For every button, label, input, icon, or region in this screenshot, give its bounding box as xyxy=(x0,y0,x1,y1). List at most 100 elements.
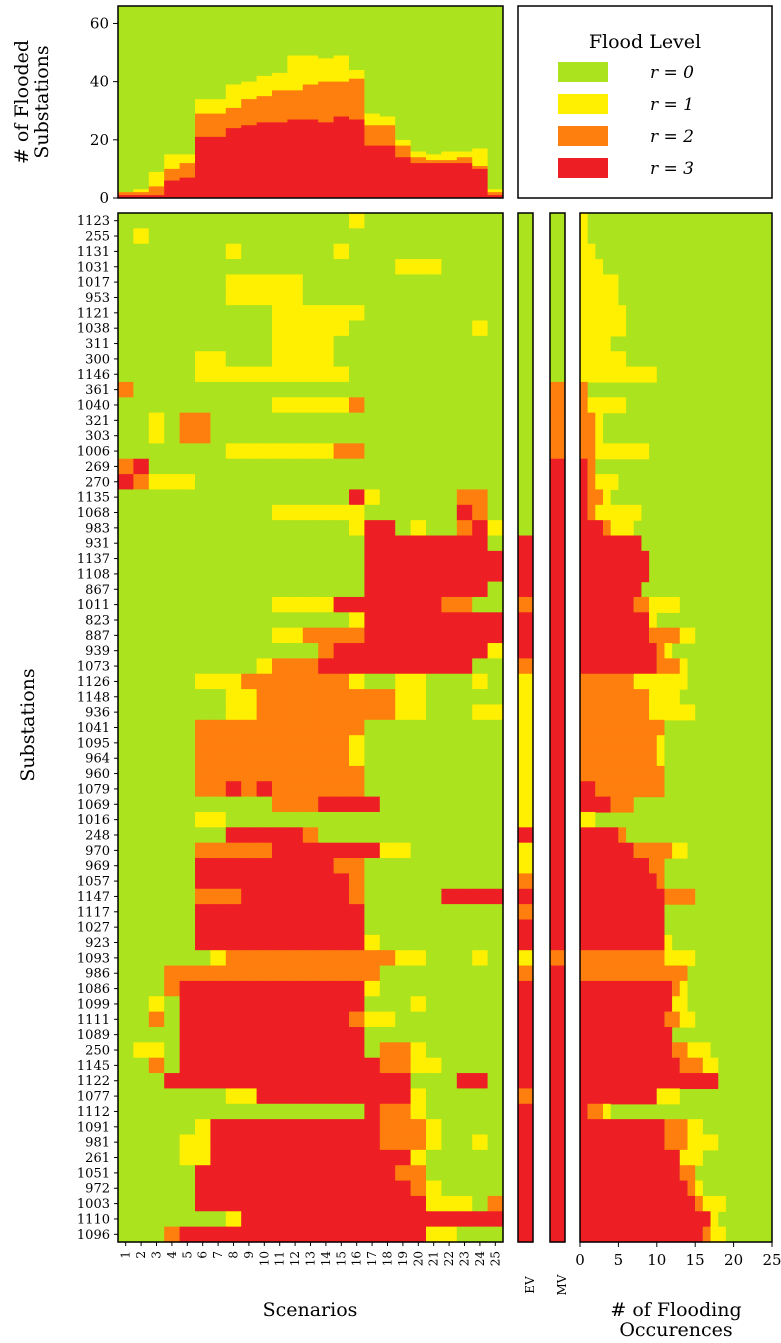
mv-cell xyxy=(550,381,565,398)
heatmap-cell xyxy=(349,458,365,475)
heatmap-cell xyxy=(179,504,196,521)
heatmap-cell xyxy=(426,980,442,997)
heatmap-cell xyxy=(287,1211,304,1228)
legend-swatch-r1 xyxy=(558,94,608,114)
heatmap-cell xyxy=(426,1165,442,1182)
heatmap-cell xyxy=(179,950,196,967)
heatmap-cell xyxy=(148,289,165,306)
heatmap-cell xyxy=(364,489,381,506)
heatmap-cell xyxy=(287,1195,304,1212)
heatmap-cell xyxy=(379,289,396,306)
heatmap-cell xyxy=(272,1195,288,1212)
heatmap-cell xyxy=(487,950,504,967)
heatmap-cell xyxy=(179,535,196,552)
heatmap-cell xyxy=(287,612,304,629)
heatmap-cell xyxy=(118,596,134,613)
heatmap-cell xyxy=(410,243,427,260)
heatmap-cell xyxy=(148,765,165,782)
heatmap-cell xyxy=(164,443,181,460)
heatmap-cell xyxy=(318,658,335,675)
mv-cell xyxy=(550,643,565,659)
heatmap-cell xyxy=(133,689,150,706)
heatmap-cell xyxy=(379,1119,396,1136)
heatmap-cell xyxy=(379,827,396,844)
col-label: 16 xyxy=(350,1251,364,1266)
side-bar-level-2 xyxy=(618,827,627,844)
heatmap-cell xyxy=(241,228,258,245)
heatmap-cell xyxy=(302,581,319,598)
heatmap-cell xyxy=(133,796,150,813)
mv-cell xyxy=(550,781,565,798)
heatmap-cell xyxy=(148,781,165,798)
heatmap-cell xyxy=(210,980,227,997)
heatmap-cell xyxy=(164,228,181,245)
heatmap-cell xyxy=(272,627,288,644)
heatmap-cell xyxy=(395,550,412,567)
heatmap-grid: 1123255113110311017953112110383113001146… xyxy=(77,213,504,1266)
heatmap-cell xyxy=(302,1226,319,1243)
heatmap-cell xyxy=(441,1165,458,1182)
heatmap-cell xyxy=(272,1073,288,1090)
heatmap-cell xyxy=(487,750,504,767)
heatmap-cell xyxy=(456,1180,473,1197)
heatmap-cell xyxy=(164,213,181,229)
heatmap-cell xyxy=(256,535,273,552)
heatmap-cell xyxy=(302,397,319,414)
col-label: 1 xyxy=(119,1251,133,1259)
heatmap-cell xyxy=(302,811,319,828)
heatmap-cell xyxy=(272,1011,288,1028)
heatmap-cell xyxy=(195,320,211,337)
heatmap-cell xyxy=(256,1180,273,1197)
heatmap-cell xyxy=(364,535,381,552)
heatmap-cell xyxy=(441,735,458,752)
heatmap-cell xyxy=(272,658,288,675)
heatmap-cell xyxy=(210,474,227,491)
ev-cell xyxy=(518,888,533,905)
heatmap-cell xyxy=(225,858,242,874)
heatmap-cell xyxy=(272,796,288,813)
heatmap-cell xyxy=(456,980,473,997)
heatmap-cell xyxy=(379,1073,396,1090)
heatmap-cell xyxy=(272,351,288,368)
heatmap-cell xyxy=(318,1149,335,1166)
row-label: 1077 xyxy=(77,1090,110,1105)
heatmap-cell xyxy=(287,1226,304,1243)
heatmap-cell xyxy=(164,827,181,844)
heatmap-cell xyxy=(272,320,288,337)
heatmap-cell xyxy=(225,274,242,291)
heatmap-cell xyxy=(210,243,227,260)
heatmap-cell xyxy=(225,612,242,629)
heatmap-cell xyxy=(349,520,365,537)
heatmap-cell xyxy=(364,673,381,690)
heatmap-cell xyxy=(318,1195,335,1212)
heatmap-cell xyxy=(395,1134,412,1151)
heatmap-cell xyxy=(487,888,504,905)
heatmap-cell xyxy=(287,320,304,337)
heatmap-cell xyxy=(487,381,504,398)
heatmap-cell xyxy=(456,1088,473,1105)
heatmap-cell xyxy=(272,535,288,552)
heatmap-cell xyxy=(410,1195,427,1212)
heatmap-cell xyxy=(148,689,165,706)
heatmap-cell xyxy=(364,381,381,398)
heatmap-cell xyxy=(225,950,242,967)
legend-swatch-r0 xyxy=(558,62,608,82)
heatmap-cell xyxy=(410,627,427,644)
heatmap-cell xyxy=(456,213,473,229)
heatmap-cell xyxy=(379,581,396,598)
heatmap-cell xyxy=(379,320,396,337)
heatmap-cell xyxy=(349,1211,365,1228)
heatmap-cell xyxy=(195,1073,211,1090)
heatmap-cell xyxy=(441,489,458,506)
heatmap-cell xyxy=(133,858,150,874)
heatmap-cell xyxy=(148,673,165,690)
heatmap-cell xyxy=(210,228,227,245)
heatmap-cell xyxy=(225,1134,242,1151)
heatmap-cell xyxy=(118,612,134,629)
heatmap-cell xyxy=(179,873,196,890)
row-label: 986 xyxy=(85,967,110,982)
heatmap-cell xyxy=(195,274,211,291)
heatmap-cell xyxy=(225,228,242,245)
mv-cell xyxy=(550,873,565,890)
heatmap-cell xyxy=(195,504,211,521)
